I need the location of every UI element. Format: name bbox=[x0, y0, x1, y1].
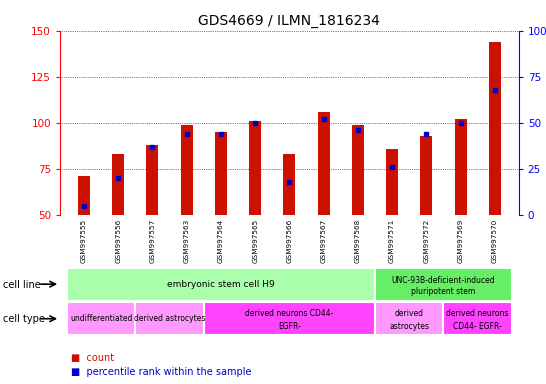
Text: GSM997557: GSM997557 bbox=[150, 219, 156, 263]
Text: GSM997566: GSM997566 bbox=[287, 219, 292, 263]
Text: EGFR-: EGFR- bbox=[278, 322, 301, 331]
Text: GSM997565: GSM997565 bbox=[252, 219, 258, 263]
Text: CD44- EGFR-: CD44- EGFR- bbox=[453, 322, 502, 331]
Bar bbox=[443, 302, 512, 335]
Bar bbox=[318, 112, 330, 215]
Text: GSM997564: GSM997564 bbox=[218, 219, 224, 263]
Text: GSM997570: GSM997570 bbox=[492, 219, 498, 263]
Bar bbox=[489, 42, 501, 215]
Bar bbox=[215, 132, 227, 215]
Bar bbox=[181, 125, 193, 215]
Bar bbox=[67, 268, 375, 301]
Text: pluripotent stem: pluripotent stem bbox=[411, 287, 476, 296]
Bar bbox=[454, 119, 466, 215]
Text: undifferentiated: undifferentiated bbox=[70, 314, 132, 323]
Bar bbox=[420, 136, 432, 215]
Text: ■  count: ■ count bbox=[71, 353, 114, 363]
Bar bbox=[112, 154, 124, 215]
Text: derived neurons CD44-: derived neurons CD44- bbox=[245, 309, 334, 318]
Text: GSM997567: GSM997567 bbox=[321, 219, 327, 263]
Bar bbox=[146, 145, 158, 215]
Bar bbox=[67, 302, 135, 335]
Text: embryonic stem cell H9: embryonic stem cell H9 bbox=[167, 280, 275, 289]
Text: cell line: cell line bbox=[3, 280, 40, 290]
Bar bbox=[352, 125, 364, 215]
Bar bbox=[386, 149, 398, 215]
Text: GSM997568: GSM997568 bbox=[355, 219, 361, 263]
Bar bbox=[375, 268, 512, 301]
Text: derived neurons: derived neurons bbox=[447, 309, 509, 318]
Bar bbox=[204, 302, 375, 335]
Bar bbox=[375, 302, 443, 335]
Text: GSM997563: GSM997563 bbox=[183, 219, 189, 263]
Text: derived astrocytes: derived astrocytes bbox=[134, 314, 205, 323]
Bar bbox=[78, 176, 90, 215]
Text: derived: derived bbox=[395, 309, 424, 318]
Text: astrocytes: astrocytes bbox=[389, 322, 429, 331]
Bar bbox=[283, 154, 295, 215]
Text: ■  percentile rank within the sample: ■ percentile rank within the sample bbox=[71, 367, 252, 377]
Text: GSM997572: GSM997572 bbox=[423, 219, 429, 263]
Text: cell type: cell type bbox=[3, 314, 45, 324]
Text: GSM997556: GSM997556 bbox=[115, 219, 121, 263]
Text: GSM997555: GSM997555 bbox=[81, 219, 87, 263]
Title: GDS4669 / ILMN_1816234: GDS4669 / ILMN_1816234 bbox=[198, 14, 381, 28]
Text: GSM997571: GSM997571 bbox=[389, 219, 395, 263]
Text: UNC-93B-deficient-induced: UNC-93B-deficient-induced bbox=[391, 275, 495, 285]
Text: GSM997569: GSM997569 bbox=[458, 219, 464, 263]
Bar bbox=[135, 302, 204, 335]
Bar bbox=[249, 121, 261, 215]
